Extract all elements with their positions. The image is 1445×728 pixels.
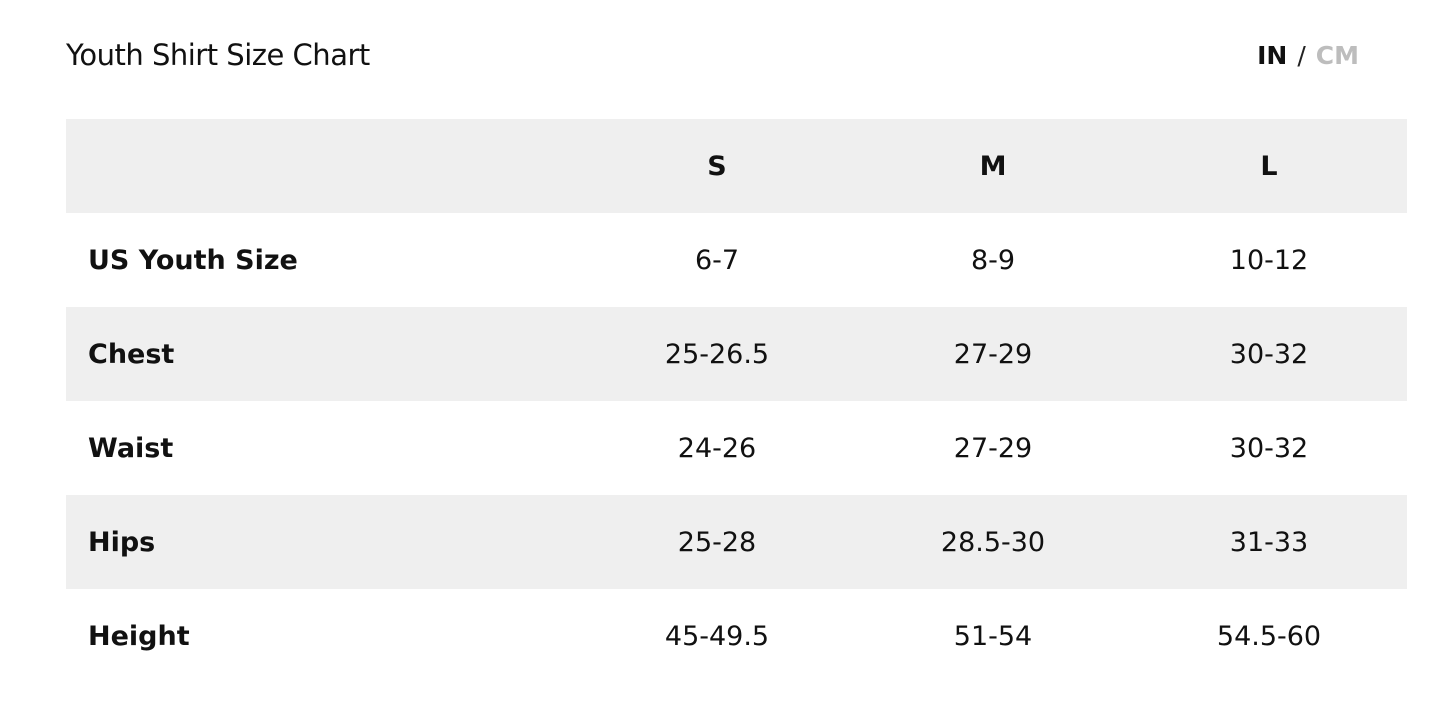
cell: 6-7 [694, 244, 740, 276]
cell: 8-9 [970, 244, 1016, 276]
cell: 24-26 [677, 432, 757, 464]
row-label: Waist [88, 432, 174, 464]
cell: 54.5-60 [1216, 620, 1322, 652]
cell: 30-32 [1229, 338, 1309, 370]
cell: 10-12 [1229, 244, 1309, 276]
unit-in-button[interactable]: IN [1257, 41, 1288, 70]
cell: 25-26.5 [664, 338, 770, 370]
cell: 27-29 [953, 338, 1033, 370]
table-row: Height 45-49.5 51-54 54.5-60 [66, 589, 1407, 683]
unit-cm-button[interactable]: CM [1315, 41, 1359, 70]
table-row: US Youth Size 6-7 8-9 10-12 [66, 213, 1407, 307]
cell: 30-32 [1229, 432, 1309, 464]
header-blank [66, 119, 579, 213]
cell: 28.5-30 [940, 526, 1046, 558]
cell: 25-28 [677, 526, 757, 558]
cell: 31-33 [1229, 526, 1309, 558]
size-chart-table: S M L US Youth Size 6-7 8-9 10-12 Chest … [66, 119, 1407, 683]
table-row: Hips 25-28 28.5-30 31-33 [66, 495, 1407, 589]
header-l: L [1260, 150, 1278, 182]
row-label: Hips [88, 526, 156, 558]
header-m: M [979, 150, 1007, 182]
cell: 45-49.5 [664, 620, 770, 652]
cell: 27-29 [953, 432, 1033, 464]
unit-separator: / [1297, 41, 1306, 70]
row-label: US Youth Size [88, 244, 298, 276]
cell: 51-54 [953, 620, 1033, 652]
table-row: Chest 25-26.5 27-29 30-32 [66, 307, 1407, 401]
page-title: Youth Shirt Size Chart [66, 38, 370, 72]
row-label: Height [88, 620, 190, 652]
header-s: S [707, 150, 727, 182]
table-header-row: S M L [66, 119, 1407, 213]
row-label: Chest [88, 338, 175, 370]
unit-toggle: IN / CM [1257, 41, 1359, 70]
table-row: Waist 24-26 27-29 30-32 [66, 401, 1407, 495]
